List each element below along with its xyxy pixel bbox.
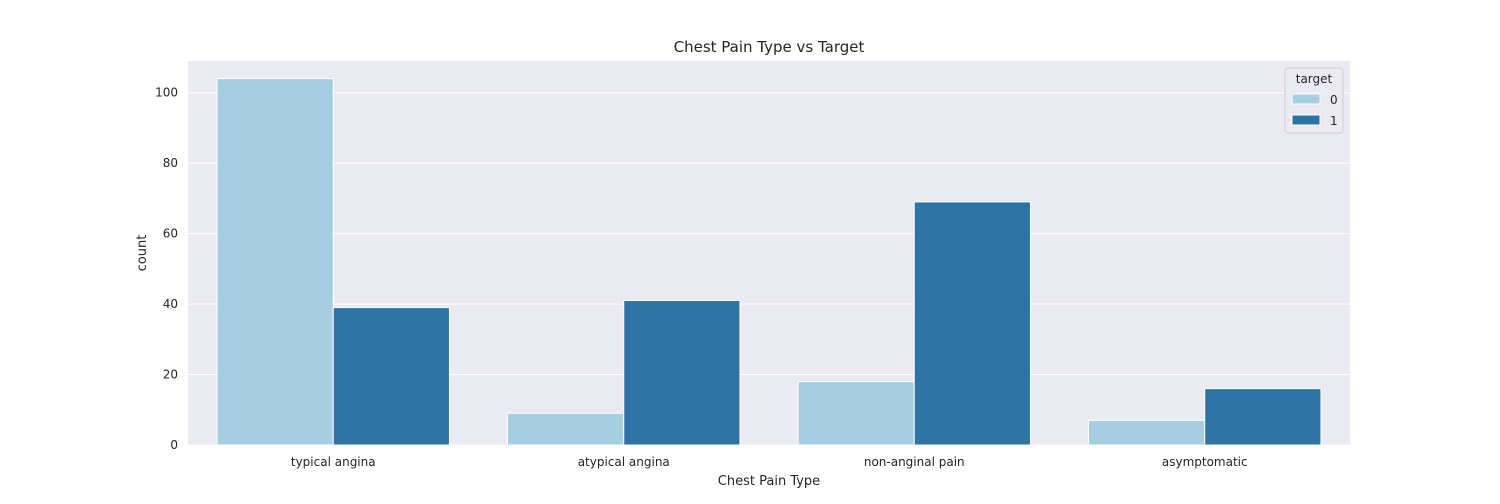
x-tick-label: typical angina xyxy=(291,455,376,469)
x-axis-ticks: typical angina atypical angina non-anginal… xyxy=(291,455,1248,469)
y-tick-label: 80 xyxy=(163,156,178,170)
x-tick-label: non-anginal pain xyxy=(864,455,965,469)
legend-label-1: 1 xyxy=(1330,114,1338,128)
bars xyxy=(216,78,1322,446)
bar-target-1-non-anginal-pain xyxy=(913,201,1031,446)
bar-target-0-atypical-angina xyxy=(507,412,625,446)
legend-title: target xyxy=(1296,72,1333,86)
y-tick-label: 0 xyxy=(170,438,178,452)
y-tick-label: 40 xyxy=(163,297,178,311)
bar-target-0-asymptomatic xyxy=(1088,419,1206,446)
legend: target 0 1 xyxy=(1284,67,1344,134)
y-tick-label: 20 xyxy=(163,368,178,382)
x-tick-label: asymptomatic xyxy=(1162,455,1248,469)
bar-target-1-typical-angina xyxy=(332,307,450,446)
y-axis-ticks: 0 20 40 60 80 100 xyxy=(155,86,178,452)
chart-title: Chest Pain Type vs Target xyxy=(674,38,865,56)
x-tick-label: atypical angina xyxy=(578,455,670,469)
bar-target-1-asymptomatic xyxy=(1204,388,1322,446)
bar-target-0-typical-angina xyxy=(216,78,334,446)
legend-label-0: 0 xyxy=(1330,93,1338,107)
x-axis-label: Chest Pain Type xyxy=(718,474,820,489)
bar-target-0-non-anginal-pain xyxy=(797,381,915,446)
y-tick-label: 60 xyxy=(163,227,178,241)
legend-swatch-1 xyxy=(1291,114,1321,126)
y-tick-label: 100 xyxy=(155,86,178,100)
bar-target-1-atypical-angina xyxy=(623,300,741,446)
legend-swatch-0 xyxy=(1291,93,1321,105)
y-axis-label: count xyxy=(135,235,150,272)
